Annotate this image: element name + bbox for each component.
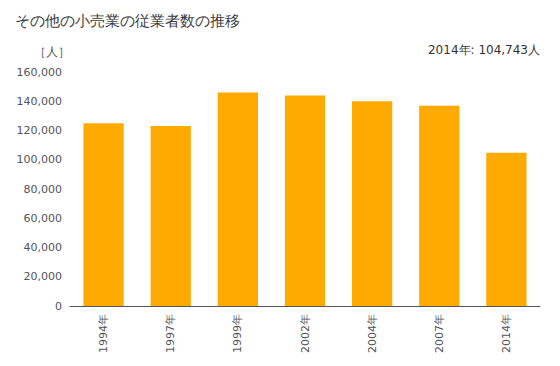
- svg-text:60,000: 60,000: [24, 212, 63, 225]
- svg-text:80,000: 80,000: [24, 183, 63, 196]
- svg-text:100,000: 100,000: [17, 153, 63, 166]
- svg-text:2014年: 104,743人: 2014年: 104,743人: [428, 43, 540, 57]
- svg-text:1994年: 1994年: [97, 314, 110, 353]
- svg-text:40,000: 40,000: [24, 241, 63, 254]
- svg-text:1999年: 1999年: [231, 314, 244, 353]
- svg-text:0: 0: [55, 300, 62, 313]
- svg-text:1997年: 1997年: [164, 314, 177, 353]
- svg-text:［人］: ［人］: [34, 45, 70, 59]
- svg-text:その他の小売業の従業者数の推移: その他の小売業の従業者数の推移: [15, 12, 240, 30]
- svg-text:160,000: 160,000: [17, 66, 63, 79]
- svg-text:2002年: 2002年: [299, 314, 312, 353]
- svg-text:2007年: 2007年: [433, 314, 446, 353]
- svg-text:2004年: 2004年: [366, 314, 379, 353]
- svg-text:2014年: 2014年: [500, 314, 513, 353]
- svg-text:140,000: 140,000: [17, 95, 63, 108]
- svg-text:20,000: 20,000: [24, 270, 63, 283]
- svg-text:120,000: 120,000: [17, 124, 63, 137]
